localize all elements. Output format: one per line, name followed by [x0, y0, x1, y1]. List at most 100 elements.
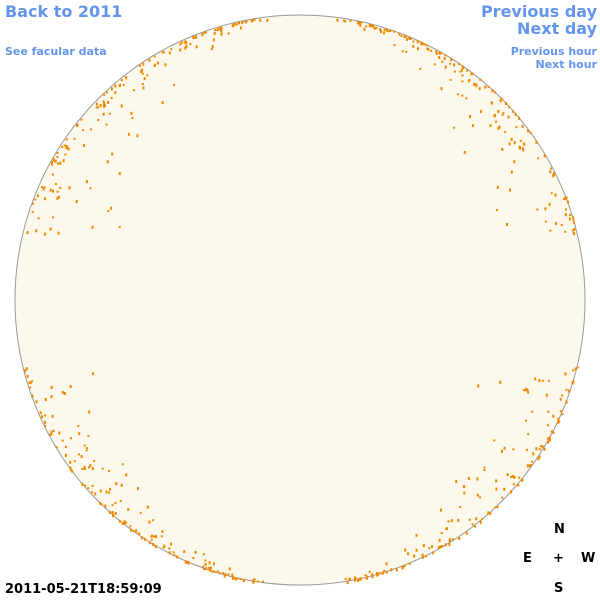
facula	[235, 23, 238, 26]
facula	[59, 161, 62, 165]
facula	[132, 529, 135, 532]
facula	[343, 19, 346, 22]
facula	[487, 511, 490, 515]
facula	[85, 180, 88, 184]
facula	[155, 535, 157, 539]
next-hour-link[interactable]: Next hour	[535, 58, 598, 71]
facula	[524, 388, 527, 392]
facula	[535, 448, 538, 451]
facula	[115, 482, 118, 486]
facula	[58, 431, 61, 435]
facula	[510, 475, 513, 478]
facula	[336, 18, 339, 22]
previous-hour-link[interactable]: Previous hour	[510, 45, 597, 58]
facula	[357, 20, 360, 23]
facular-data-link[interactable]: See facular data	[5, 45, 107, 58]
facula	[220, 32, 223, 36]
facula	[32, 202, 35, 205]
facula	[453, 70, 456, 73]
facula	[513, 475, 516, 479]
facula	[224, 572, 227, 576]
facula	[127, 508, 130, 511]
facula	[573, 233, 576, 236]
facula	[205, 31, 207, 34]
facula	[459, 70, 462, 73]
facula	[450, 519, 453, 523]
facula	[123, 520, 126, 524]
facula	[203, 32, 206, 35]
facula	[529, 132, 532, 134]
facula	[91, 467, 94, 471]
compass-west: W	[581, 551, 596, 566]
facula	[241, 21, 244, 23]
previous-day-link[interactable]: Previous day	[480, 2, 597, 21]
facula	[131, 117, 134, 119]
facula	[52, 216, 55, 219]
facula	[26, 231, 29, 235]
facula	[250, 19, 253, 23]
facula	[466, 69, 468, 72]
facula	[75, 200, 78, 204]
facula	[122, 83, 125, 86]
facula	[81, 468, 84, 470]
facula	[365, 25, 368, 28]
facula	[444, 65, 447, 69]
facula	[28, 381, 31, 385]
facula	[503, 446, 506, 450]
facula	[150, 538, 153, 541]
facula	[497, 126, 500, 130]
facula	[50, 162, 53, 166]
facula	[564, 372, 567, 376]
facula	[357, 578, 360, 582]
facula	[216, 570, 219, 573]
facula	[440, 508, 442, 512]
facula	[80, 455, 83, 458]
facula	[501, 113, 504, 116]
facula	[93, 460, 96, 463]
facula	[559, 397, 562, 401]
facula	[56, 155, 59, 158]
facula	[183, 550, 186, 554]
facula	[512, 448, 515, 451]
facula	[415, 533, 418, 537]
facula	[105, 490, 108, 494]
facula	[498, 125, 501, 129]
facula	[26, 374, 29, 378]
facula	[241, 22, 243, 25]
facula	[92, 372, 94, 376]
facula	[137, 486, 139, 490]
facula	[201, 33, 204, 37]
facula	[41, 415, 44, 419]
facula	[194, 35, 197, 39]
facula	[129, 525, 132, 528]
back-link[interactable]: Back to 2011	[5, 2, 123, 21]
facula	[120, 483, 123, 487]
facula	[441, 60, 444, 63]
facula	[173, 554, 176, 557]
facula	[506, 223, 508, 226]
facula	[83, 465, 86, 469]
facula	[468, 518, 471, 521]
next-day-link[interactable]: Next day	[517, 19, 597, 38]
facula	[77, 425, 80, 428]
facula	[453, 63, 456, 67]
facula	[459, 505, 462, 508]
facula	[379, 28, 382, 32]
facula	[49, 227, 52, 231]
facula	[479, 496, 481, 499]
facula	[121, 522, 124, 525]
facula	[152, 519, 155, 522]
facula	[490, 101, 493, 104]
facula	[505, 102, 507, 105]
facula	[508, 142, 511, 146]
facula	[504, 130, 507, 133]
facula	[527, 129, 529, 133]
facula	[76, 123, 79, 126]
facula	[107, 100, 109, 104]
facula	[560, 224, 563, 226]
facula	[50, 430, 53, 434]
facula	[433, 63, 436, 66]
facula	[440, 87, 443, 91]
facula	[506, 473, 509, 477]
